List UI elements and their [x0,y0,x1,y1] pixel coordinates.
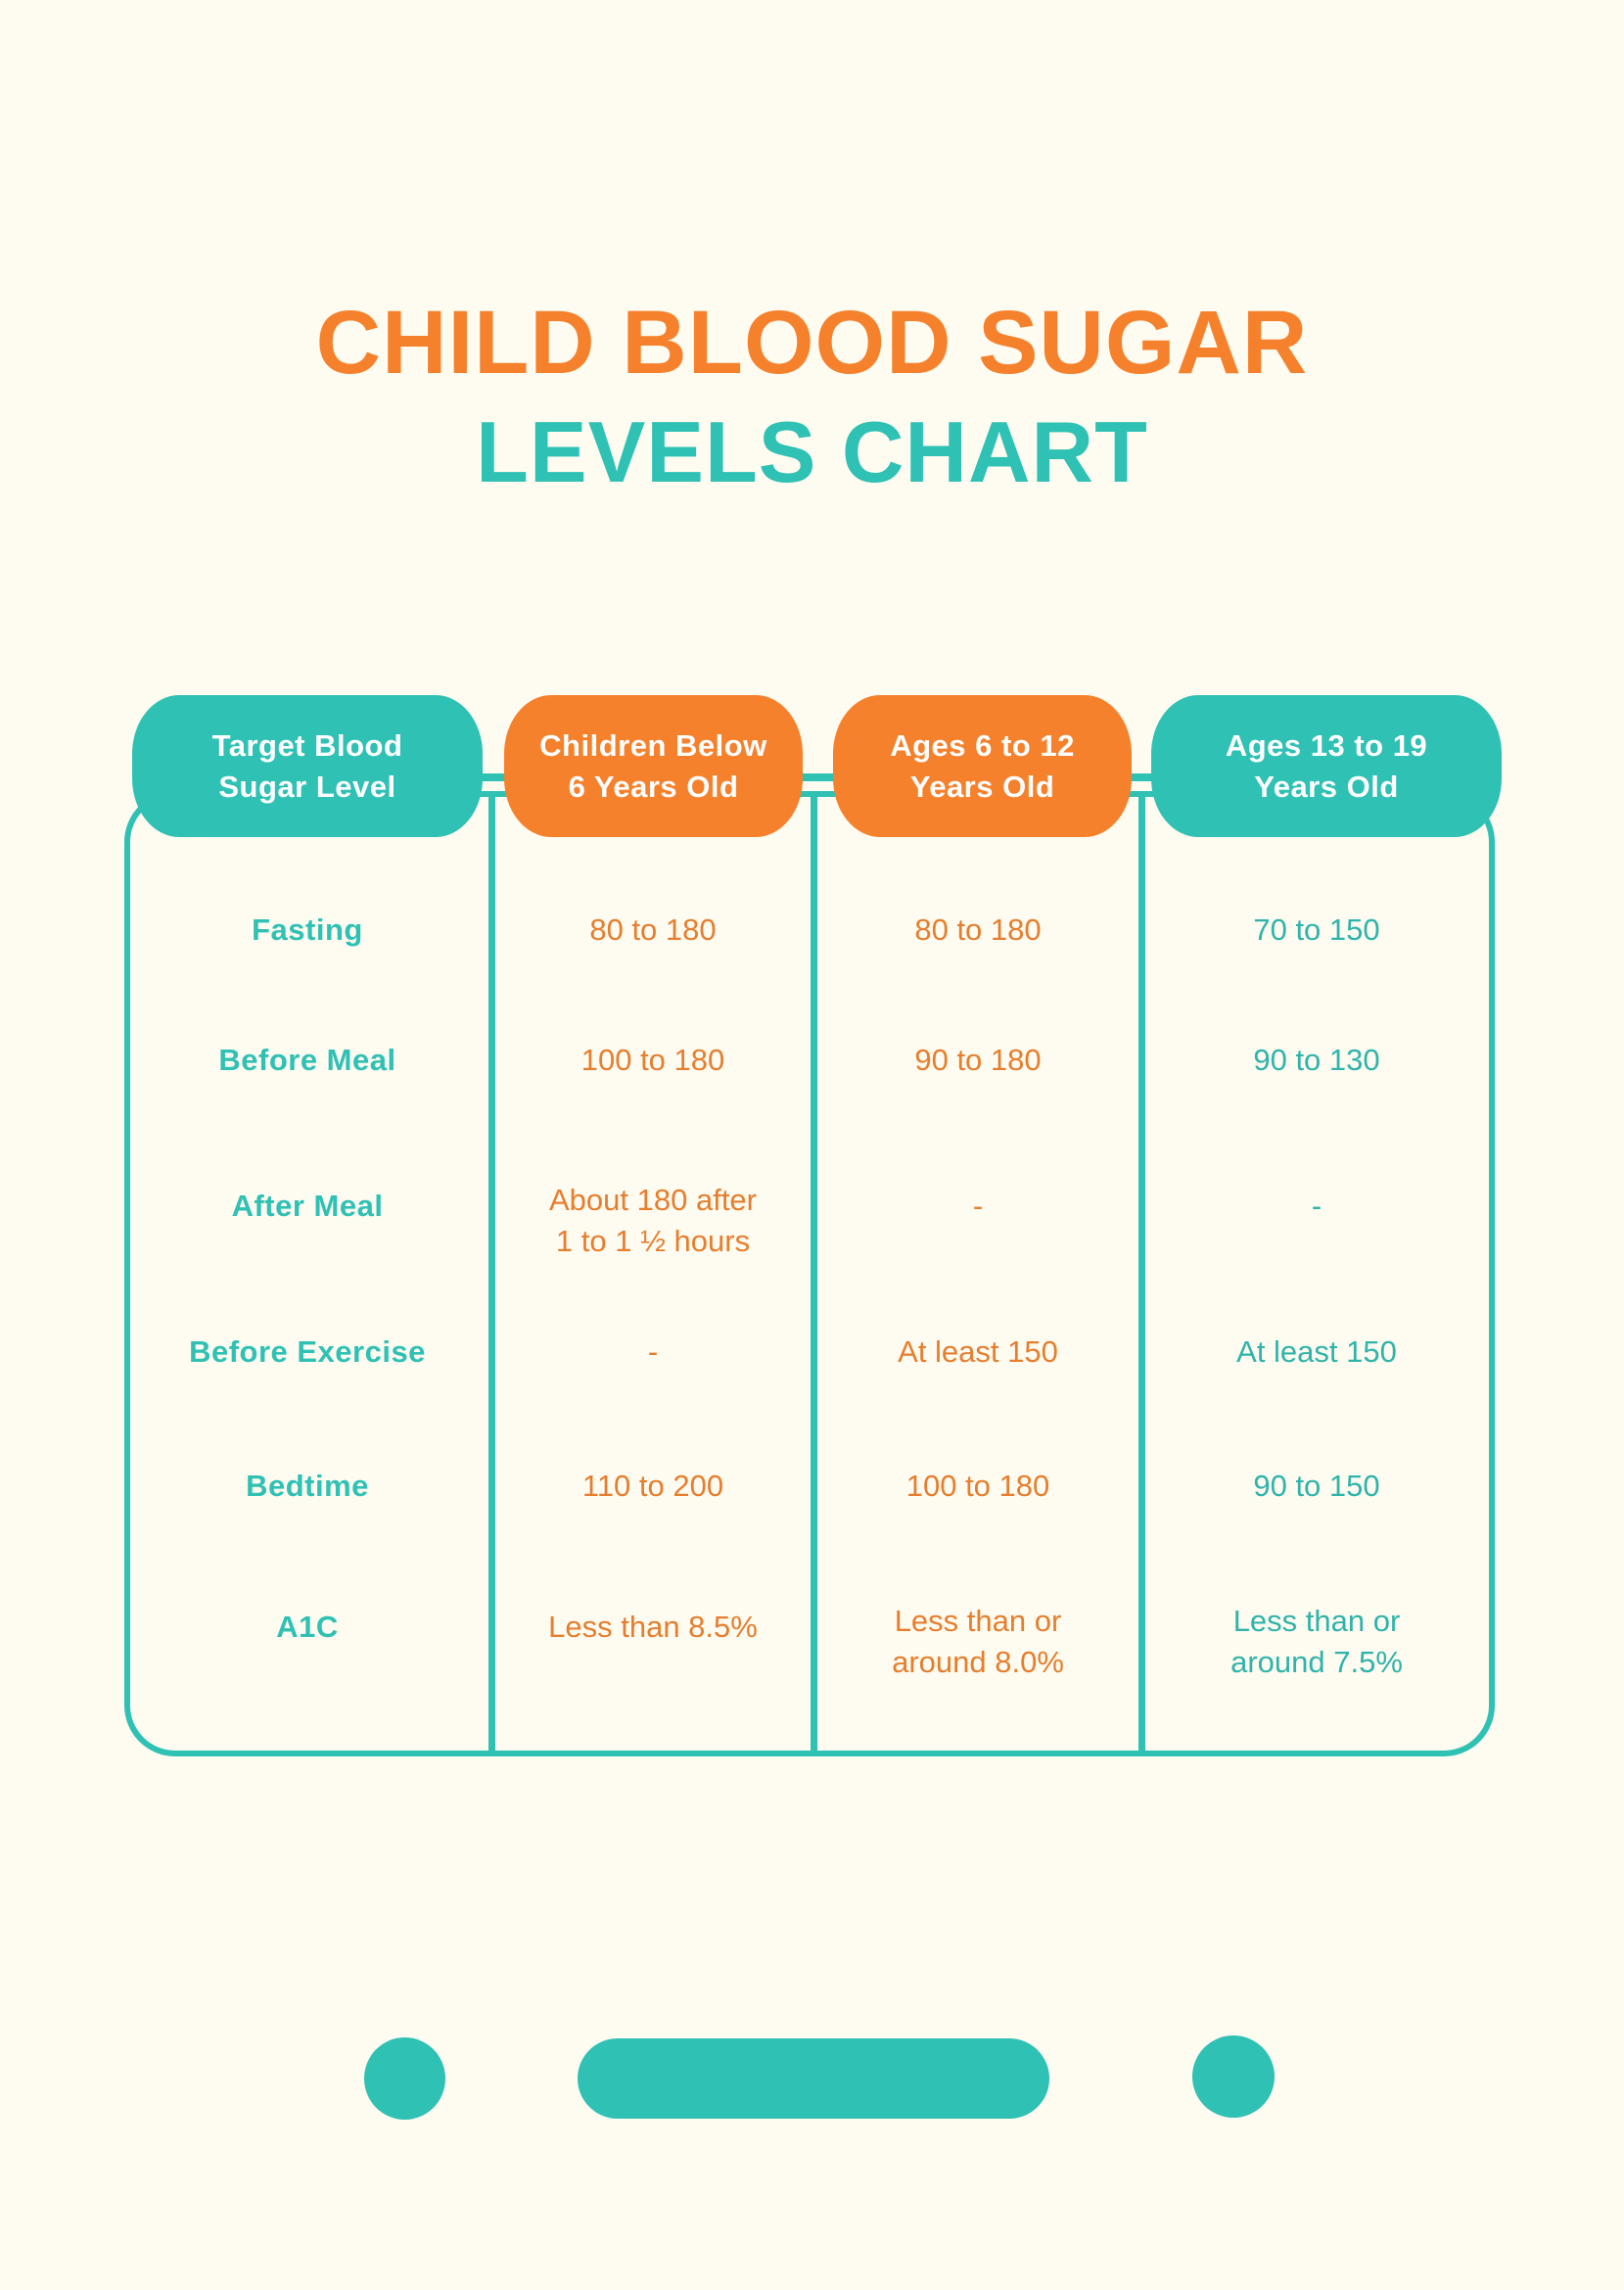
header-ages-6-to-12: Ages 6 to 12 Years Old [833,695,1132,837]
cell-fasting-under6: 80 to 180 [589,912,717,947]
cell-bedtime-6to12: 100 to 180 [905,1469,1050,1503]
row-label-before-meal: Before Meal [218,1043,396,1077]
column-divider-2 [811,791,817,1756]
header-target-blood-sugar-level: Target Blood Sugar Level [132,695,483,837]
header-ages-13-to-19: Ages 13 to 19 Years Old [1151,695,1502,837]
cell-after-meal-under6: About 180 after 1 to 1 ½ hours [549,1183,757,1258]
header-connector-2 [793,773,852,781]
cell-before-meal-under6: 100 to 180 [580,1043,725,1077]
table-frame [124,791,1495,1756]
cell-after-meal-13to19: - [1311,1189,1322,1223]
cell-a1c-under6: Less than 8.5% [548,1610,758,1644]
cell-before-exercise-under6: - [647,1334,659,1369]
page-title-line1: CHILD BLOOD SUGAR [315,293,1309,393]
cell-fasting-6to12: 80 to 180 [914,912,1042,947]
footer-pill-center [578,2038,1049,2119]
row-label-fasting: Fasting [252,912,363,947]
row-label-after-meal: After Meal [231,1189,384,1223]
row-label-before-exercise: Before Exercise [189,1334,426,1369]
footer-circle-left [364,2037,445,2120]
row-label-bedtime: Bedtime [246,1469,369,1503]
cell-bedtime-13to19: 90 to 150 [1253,1469,1380,1503]
header-connector-3 [1121,773,1180,781]
header-children-below-6: Children Below 6 Years Old [504,695,803,837]
row-label-a1c: A1C [276,1610,339,1644]
column-divider-1 [488,791,495,1756]
cell-before-meal-13to19: 90 to 130 [1253,1043,1380,1077]
cell-a1c-13to19: Less than or around 7.5% [1230,1604,1403,1679]
cell-before-meal-6to12: 90 to 180 [914,1043,1042,1077]
cell-bedtime-under6: 110 to 200 [581,1469,724,1503]
cell-after-meal-6to12: - [972,1189,984,1223]
cell-before-exercise-13to19: At least 150 [1236,1334,1397,1369]
column-divider-3 [1138,791,1145,1756]
cell-fasting-13to19: 70 to 150 [1253,912,1380,947]
cell-a1c-6to12: Less than or around 8.0% [892,1604,1064,1679]
footer-circle-right [1192,2035,1275,2118]
page-title-line2: LEVELS CHART [476,403,1148,500]
header-connector-1 [470,773,529,781]
cell-before-exercise-6to12: At least 150 [898,1334,1058,1369]
